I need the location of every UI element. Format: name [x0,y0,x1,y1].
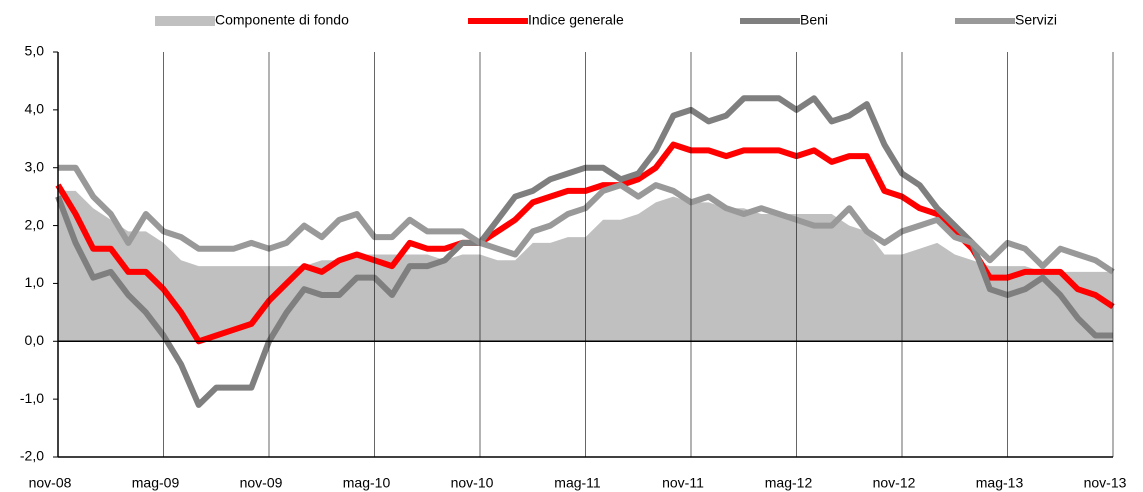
y-tick-label: 3,0 [25,158,45,174]
x-tick-label: nov-13 [1084,475,1127,491]
legend-label: Servizi [1015,12,1057,28]
y-tick-label: -1,0 [20,390,44,406]
x-tick-label: mag-10 [343,475,391,491]
x-tick-label: nov-11 [662,475,704,491]
legend-label: Indice generale [528,12,624,28]
y-tick-label: 0,0 [25,332,45,348]
y-tick-label: -2,0 [20,448,44,464]
x-tick-label: nov-08 [29,475,72,491]
y-tick-label: 4,0 [25,101,45,117]
x-tick-label: nov-09 [240,475,283,491]
x-tick-label: nov-10 [451,475,494,491]
y-tick-label: 5,0 [25,43,45,59]
x-tick-label: mag-13 [976,475,1024,491]
x-tick-label: mag-11 [554,475,601,491]
x-tick-label: nov-12 [873,475,916,491]
y-tick-label: 2,0 [25,216,45,232]
legend-label: Beni [800,12,828,28]
legend-label: Componente di fondo [215,12,349,28]
legend-swatch [155,16,215,26]
x-tick-label: mag-12 [765,475,813,491]
x-tick-label: mag-09 [132,475,180,491]
y-tick-label: 1,0 [25,274,45,290]
